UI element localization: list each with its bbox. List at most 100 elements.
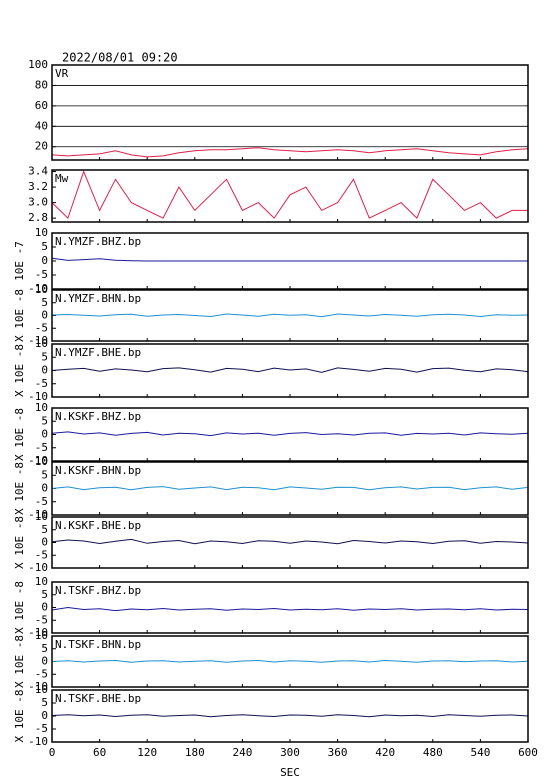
y-tick-label: -10 <box>28 454 48 467</box>
data-line <box>51 659 529 663</box>
data-line <box>51 714 529 718</box>
y-tick-label: 0 <box>41 482 48 495</box>
y-tick-label: 3.2 <box>28 180 48 193</box>
panel-frame <box>51 689 529 743</box>
panel-frame <box>51 64 529 161</box>
y-tick-label: -10 <box>28 561 48 574</box>
y-axis-label: X 10E -8 <box>13 690 26 743</box>
y-tick-label: -5 <box>35 495 48 508</box>
y-tick-label: 10 <box>35 575 48 588</box>
panel-label: N.KSKF.BHE.bp <box>55 519 141 532</box>
y-tick-label: -5 <box>35 268 48 281</box>
y-tick-label: -5 <box>35 377 48 390</box>
y-tick-label: -5 <box>35 613 48 626</box>
y-axis-label: X 10E -8 <box>13 344 26 397</box>
y-tick-label: 60 <box>35 99 48 112</box>
panel-frame <box>51 232 529 290</box>
panel-label: N.YMZF.BHE.bp <box>55 346 141 359</box>
y-tick-label: -5 <box>35 548 48 561</box>
panel-label: N.TSKF.BHN.bp <box>55 638 141 651</box>
y-tick-label: 0 <box>41 428 48 441</box>
panel-label: Mw <box>55 172 69 185</box>
y-axis-label: 10E -7 <box>13 241 26 281</box>
y-tick-label: -10 <box>28 334 48 347</box>
y-tick-label: 5 <box>41 588 48 601</box>
panel-label: VR <box>55 67 69 80</box>
x-tick-label: 240 <box>232 746 252 759</box>
panel-frame <box>51 581 529 634</box>
x-tick-label: 480 <box>423 746 443 759</box>
y-tick-label: -5 <box>35 321 48 334</box>
data-line <box>51 606 529 612</box>
y-tick-label: 10 <box>35 510 48 523</box>
data-line <box>51 367 529 373</box>
data-line <box>51 538 529 545</box>
y-tick-label: 5 <box>41 414 48 427</box>
x-tick-label: 360 <box>328 746 348 759</box>
y-tick-label: 5 <box>41 240 48 253</box>
y-tick-label: 0 <box>41 601 48 614</box>
y-tick-label: 10 <box>35 401 48 414</box>
y-tick-label: 0 <box>41 309 48 322</box>
y-tick-label: -10 <box>28 626 48 639</box>
y-tick-label: 20 <box>35 140 48 153</box>
x-tick-label: 0 <box>49 746 56 759</box>
y-tick-label: 10 <box>35 226 48 239</box>
data-line <box>51 147 529 158</box>
x-tick-label: 120 <box>137 746 157 759</box>
y-tick-label: -10 <box>28 282 48 295</box>
panel-frame <box>51 635 529 688</box>
y-tick-label: 80 <box>35 78 48 91</box>
panel-frame <box>51 289 529 342</box>
data-line <box>51 486 529 491</box>
panel-frame <box>51 516 529 569</box>
x-tick-label: 60 <box>93 746 106 759</box>
chart-title: 2022/08/01 09:20 <box>62 51 178 65</box>
panel-label: N.KSKF.BHN.bp <box>55 464 141 477</box>
x-tick-label: 420 <box>375 746 395 759</box>
x-tick-label: 300 <box>280 746 300 759</box>
y-tick-label: 10 <box>35 629 48 642</box>
x-axis-label: SEC <box>280 766 300 779</box>
y-tick-label: 2.8 <box>28 211 48 224</box>
y-axis-label: X 10E -8 <box>13 462 26 515</box>
data-line <box>51 257 528 262</box>
x-tick-label: 540 <box>470 746 490 759</box>
y-tick-label: 3.0 <box>28 196 48 209</box>
y-tick-label: 5 <box>41 296 48 309</box>
panel-label: N.YMZF.BHN.bp <box>55 292 141 305</box>
y-tick-label: 0 <box>41 364 48 377</box>
y-tick-label: 100 <box>28 58 48 71</box>
y-tick-label: 0 <box>41 709 48 722</box>
panel-frame <box>51 461 529 516</box>
y-tick-label: -5 <box>35 667 48 680</box>
y-tick-label: 0 <box>41 254 48 267</box>
y-tick-label: -10 <box>28 508 48 521</box>
panel-label: N.TSKF.BHZ.bp <box>55 584 141 597</box>
y-axis-label: X 10E -8 <box>13 516 26 569</box>
y-tick-label: -5 <box>35 441 48 454</box>
panel-frame <box>51 407 529 462</box>
y-tick-label: 10 <box>35 337 48 350</box>
y-tick-label: 10 <box>35 283 48 296</box>
panel-label: N.KSKF.BHZ.bp <box>55 410 141 423</box>
y-tick-label: 5 <box>41 642 48 655</box>
y-tick-label: -10 <box>28 735 48 748</box>
panel-label: N.TSKF.BHE.bp <box>55 692 141 705</box>
panel-frame <box>51 169 529 223</box>
y-tick-label: 40 <box>35 119 48 132</box>
y-axis-label: X 10E -8 <box>13 408 26 461</box>
y-tick-label: -5 <box>35 722 48 735</box>
y-axis-label: X 10E -8 <box>13 635 26 688</box>
y-tick-label: 0 <box>41 536 48 549</box>
y-tick-label: 5 <box>41 696 48 709</box>
y-axis-label: X 10E -8 <box>13 289 26 342</box>
x-tick-label: 600 <box>518 746 538 759</box>
y-tick-label: 10 <box>35 683 48 696</box>
y-tick-label: 3.4 <box>28 165 48 178</box>
y-tick-label: 10 <box>35 455 48 468</box>
y-tick-label: -10 <box>28 390 48 403</box>
panel-frame <box>51 343 529 398</box>
x-tick-label: 180 <box>185 746 205 759</box>
